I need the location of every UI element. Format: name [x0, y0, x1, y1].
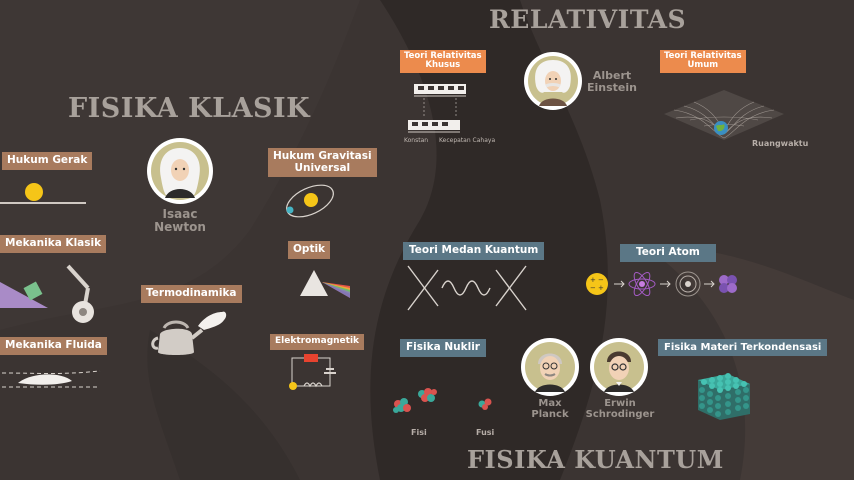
label-relativitas-umum: Teori Relativitas Umum	[660, 50, 746, 73]
incline-icon	[0, 281, 48, 308]
label-relativitas-khusus-line1: Teori Relativitas	[404, 51, 482, 61]
newton-name-line1: Isaac	[162, 207, 198, 221]
label-relativitas-khusus: Teori Relativitas Khusus	[400, 50, 486, 73]
label-relativitas-umum-line2: Umum	[687, 60, 719, 71]
label-fisika-materi-terkondensasi: Fisika Materi Terkondensasi	[658, 339, 828, 356]
atom-icon: + − − +	[586, 271, 737, 297]
label-mekanika-fluida: Mekanika Fluida	[0, 337, 107, 355]
circuit-icon	[289, 354, 336, 390]
label-hukum-gravitasi-line1: Hukum Gravitasi	[273, 150, 372, 162]
prism-icon	[300, 270, 350, 298]
label-mekanika-klasik: Mekanika Klasik	[0, 235, 107, 253]
section-title-classical: FISIKA KLASIK	[68, 93, 311, 124]
section-title-relativity: RELATIVITAS	[489, 5, 687, 34]
label-fisi: Fisi	[411, 428, 427, 437]
svg-text:+: +	[598, 284, 604, 292]
label-konstan: Konstan	[404, 137, 429, 144]
label-teori-medan-kuantum: Teori Medan Kuantum	[403, 242, 545, 260]
schrodinger-name-line1: Erwin	[604, 398, 636, 409]
pendulum-wheel-icon	[66, 264, 94, 323]
label-ruangwaktu: Ruangwaktu	[752, 139, 809, 148]
svg-text:−: −	[590, 284, 596, 292]
newton-name-line2: Newton	[154, 219, 206, 234]
section-title-quantum: FISIKA KUANTUM	[467, 445, 724, 474]
label-hukum-gerak: Hukum Gerak	[2, 152, 93, 170]
schrodinger-name: Erwin Schrodinger	[582, 398, 658, 420]
schrodinger-portrait	[590, 338, 648, 396]
svg-text:−: −	[598, 276, 604, 284]
orbit-icon	[286, 184, 334, 218]
ball-icon	[0, 183, 86, 204]
label-relativitas-khusus-line2: Khusus	[425, 60, 461, 71]
label-fusi: Fusi	[476, 428, 495, 437]
label-fisika-nuklir: Fisika Nuklir	[400, 339, 486, 357]
newton-name: Isaac Newton	[140, 208, 220, 233]
label-hukum-gravitasi-line2: Universal	[294, 161, 351, 174]
wave-icon	[407, 265, 527, 311]
label-elektromagnetik: Elektromagnetik	[270, 334, 365, 350]
spacetime-icon	[664, 90, 784, 140]
planck-portrait	[521, 338, 579, 396]
kettle-icon	[151, 311, 227, 355]
schrodinger-name-line2: Schrodinger	[585, 408, 655, 420]
label-optik: Optik	[288, 241, 331, 259]
einstein-name-line1: Albert	[592, 69, 632, 82]
label-termodinamika: Termodinamika	[141, 285, 242, 303]
einstein-name: Albert Einstein	[584, 70, 640, 93]
nucleus-icon	[393, 388, 492, 413]
einstein-portrait	[524, 52, 582, 110]
newton-portrait	[147, 138, 213, 204]
label-hukum-gravitasi: Hukum Gravitasi Universal	[268, 148, 377, 178]
label-teori-atom: Teori Atom	[620, 244, 716, 262]
planck-name-line2: Planck	[531, 408, 569, 420]
train-icon	[408, 84, 466, 133]
svg-text:+: +	[590, 276, 596, 284]
planck-name-line1: Max	[538, 398, 562, 409]
einstein-name-line2: Einstein	[587, 80, 637, 94]
label-kecepatan-cahaya: Kecepatan Cahaya	[439, 137, 496, 144]
label-relativitas-umum-line1: Teori Relativitas	[664, 51, 742, 61]
lattice-icon	[698, 373, 750, 420]
planck-name: Max Planck	[520, 398, 580, 420]
airfoil-icon	[1, 370, 101, 388]
